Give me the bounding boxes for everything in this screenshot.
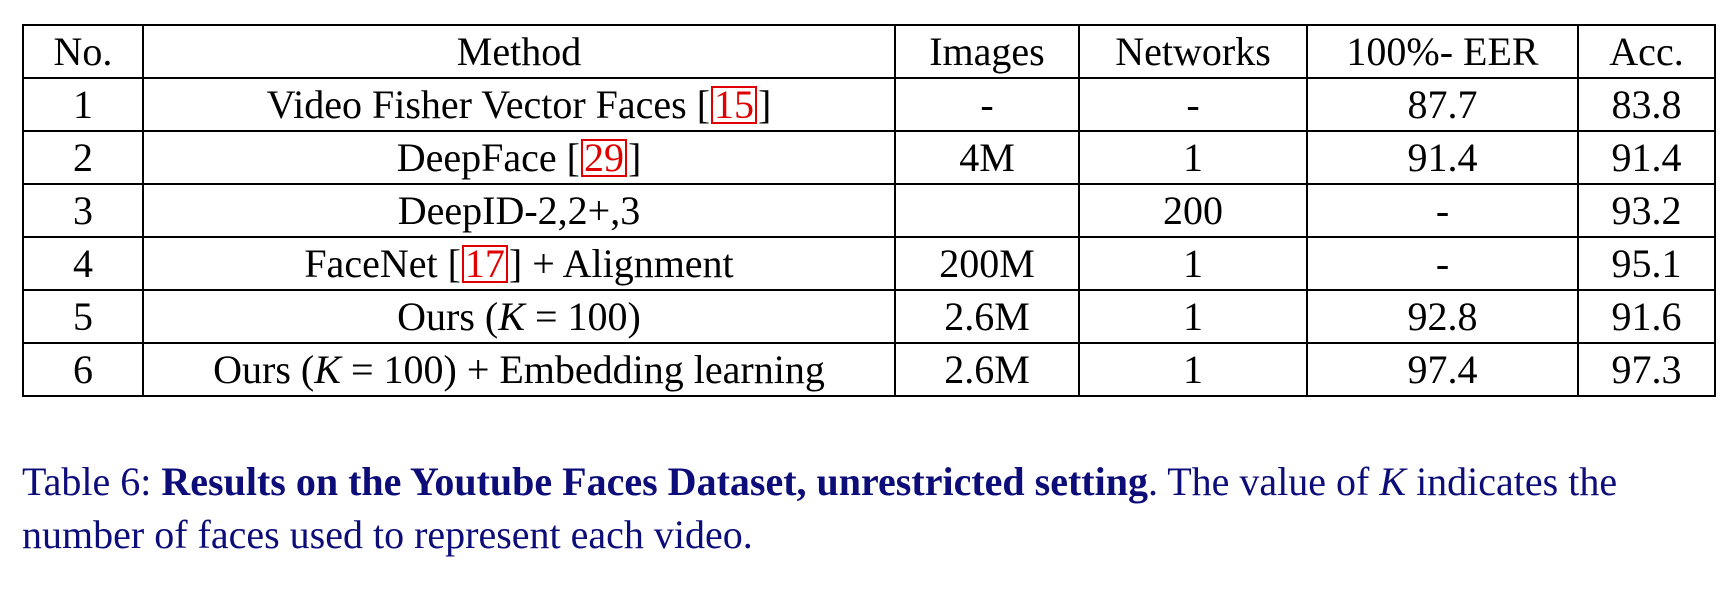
math-variable-k: K (498, 293, 525, 339)
cell-networks: 1 (1078, 236, 1308, 291)
cell-acc: 91.6 (1577, 289, 1716, 344)
cell-no: 1 (22, 77, 144, 132)
table-row: 5 Ours (K = 100) 2.6M 1 92.8 91.6 (22, 289, 1716, 344)
table-row: 1 Video Fisher Vector Faces [15] - - 87.… (22, 77, 1716, 132)
cell-acc: 95.1 (1577, 236, 1716, 291)
citation-link[interactable]: 15 (711, 84, 758, 124)
table-row: 6 Ours (K = 100) + Embedding learning 2.… (22, 342, 1716, 397)
cell-method: Ours (K = 100) + Embedding learning (142, 342, 896, 397)
header-eer: 100%- EER (1306, 24, 1579, 79)
header-method: Method (142, 24, 896, 79)
caption-label: Table 6: (22, 459, 152, 504)
method-text: Ours ( (213, 346, 315, 392)
cell-eer: 92.8 (1306, 289, 1579, 344)
cell-acc: 93.2 (1577, 183, 1716, 238)
cell-networks: 200 (1078, 183, 1308, 238)
math-variable-k: K (1379, 459, 1407, 504)
method-text: ] (758, 81, 772, 127)
method-text: Ours ( (397, 293, 499, 339)
cell-no: 4 (22, 236, 144, 291)
cell-images: 2.6M (894, 342, 1080, 397)
cell-networks: - (1078, 77, 1308, 132)
cell-acc: 91.4 (1577, 130, 1716, 185)
cell-networks: 1 (1078, 289, 1308, 344)
table-row: 3 DeepID-2,2+,3 200 - 93.2 (22, 183, 1716, 238)
cell-networks: 1 (1078, 130, 1308, 185)
cell-images: 200M (894, 236, 1080, 291)
cell-images: 4M (894, 130, 1080, 185)
method-text: Video Fisher Vector Faces [ (266, 81, 711, 127)
cell-method: FaceNet [17] + Alignment (142, 236, 896, 291)
cell-method: Video Fisher Vector Faces [15] (142, 77, 896, 132)
cell-method: DeepID-2,2+,3 (142, 183, 896, 238)
citation-link[interactable]: 17 (461, 243, 508, 283)
math-variable-k: K (314, 346, 341, 392)
results-table: No. Method Images Networks 100%- EER Acc… (22, 24, 1716, 397)
cell-eer: 91.4 (1306, 130, 1579, 185)
cell-eer: - (1306, 183, 1579, 238)
table-header-row: No. Method Images Networks 100%- EER Acc… (22, 24, 1716, 79)
cell-no: 6 (22, 342, 144, 397)
cell-acc: 97.3 (1577, 342, 1716, 397)
method-text: = 100) (524, 293, 641, 339)
caption-title: Results on the Youtube Faces Dataset, un… (161, 459, 1148, 504)
cell-eer: 97.4 (1306, 342, 1579, 397)
cell-acc: 83.8 (1577, 77, 1716, 132)
cell-method: Ours (K = 100) (142, 289, 896, 344)
citation-link[interactable]: 29 (580, 137, 627, 177)
method-text: = 100) + Embedding learning (340, 346, 825, 392)
header-acc: Acc. (1577, 24, 1716, 79)
method-text: ] + Alignment (508, 240, 734, 286)
cell-eer: - (1306, 236, 1579, 291)
header-networks: Networks (1078, 24, 1308, 79)
method-text: FaceNet [ (304, 240, 461, 286)
cell-no: 3 (22, 183, 144, 238)
caption-text: . The value of (1147, 459, 1380, 504)
cell-images (894, 183, 1080, 238)
method-text: ] (627, 134, 642, 180)
cell-no: 2 (22, 130, 144, 185)
cell-networks: 1 (1078, 342, 1308, 397)
cell-no: 5 (22, 289, 144, 344)
caption-text: indicates the number of faces used to re… (22, 459, 1618, 557)
cell-images: 2.6M (894, 289, 1080, 344)
cell-method: DeepFace [29] (142, 130, 896, 185)
table-row: 4 FaceNet [17] + Alignment 200M 1 - 95.1 (22, 236, 1716, 291)
header-images: Images (894, 24, 1080, 79)
cell-eer: 87.7 (1306, 77, 1579, 132)
cell-images: - (894, 77, 1080, 132)
method-text: DeepFace [ (396, 134, 580, 180)
table-row: 2 DeepFace [29] 4M 1 91.4 91.4 (22, 130, 1716, 185)
table-caption: Table 6: Results on the Youtube Faces Da… (22, 455, 1712, 561)
header-no: No. (22, 24, 144, 79)
